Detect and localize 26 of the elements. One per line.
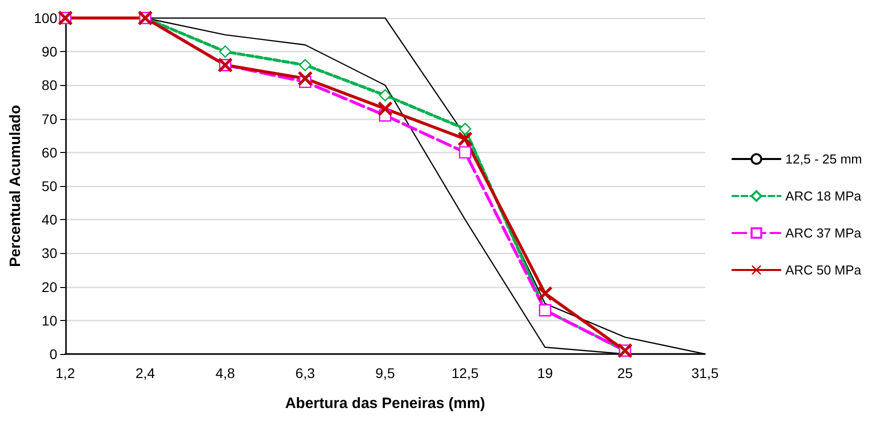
x-tick-label: 25 — [617, 365, 634, 381]
legend-label: 12,5 - 25 mm — [785, 152, 862, 166]
x-tick-label: 12,5 — [451, 365, 479, 381]
x-tick-label: 4,8 — [215, 365, 236, 381]
x-tick-label: 1,2 — [56, 365, 76, 381]
y-tick-label: 0 — [49, 346, 58, 362]
y-tick-label: 40 — [42, 212, 58, 228]
y-tick-label: 90 — [42, 44, 58, 60]
y-tick-label: 60 — [42, 144, 58, 160]
x-tick-label: 19 — [537, 365, 554, 381]
x-tick-label: 2,4 — [135, 365, 156, 381]
x-tick-label: 6,3 — [295, 365, 316, 381]
legend-label: ARC 50 MPa — [785, 262, 862, 278]
x-axis-title: Abertura das Peneiras (mm) — [285, 395, 486, 412]
y-tick-label: 100 — [34, 10, 58, 26]
y-tick-label: 70 — [42, 110, 58, 127]
x-tick-label: 31,5 — [691, 365, 719, 381]
y-axis-title: Percentual Acumulado — [7, 105, 24, 267]
y-tick-label: 80 — [42, 77, 58, 94]
x-tick-label: 9,5 — [375, 365, 396, 381]
legend-label: ARC 18 MPa — [785, 188, 862, 204]
legend-label: ARC 37 MPa — [785, 226, 862, 240]
y-tick-label: 30 — [42, 245, 58, 262]
y-tick-label: 20 — [42, 278, 58, 295]
y-tick-label: 50 — [42, 178, 58, 194]
y-tick-label: 10 — [42, 312, 58, 328]
